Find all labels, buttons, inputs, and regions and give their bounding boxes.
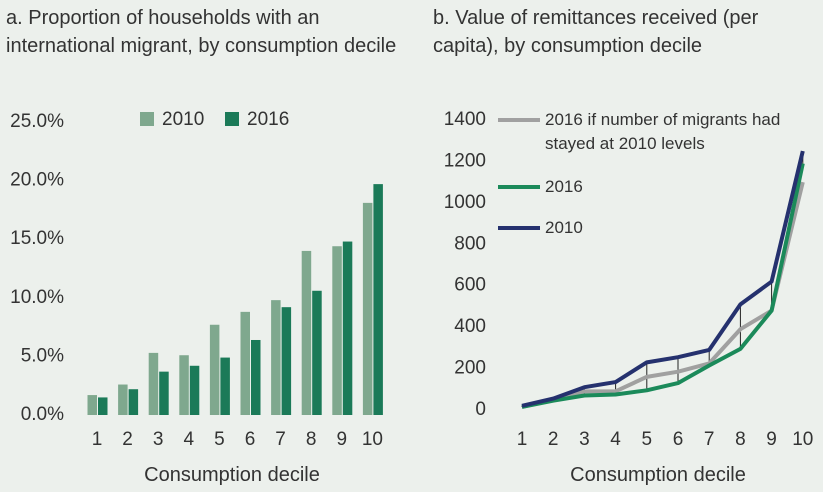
x-tick-label: 9	[337, 429, 348, 450]
bar	[128, 389, 139, 415]
bar	[179, 355, 189, 415]
x-tick-label: 1	[517, 429, 528, 450]
bar	[362, 202, 373, 415]
y-tick-label: 1400	[444, 109, 486, 130]
x-axis-title: Consumption decile	[570, 464, 746, 486]
bar	[220, 357, 230, 415]
bar	[189, 365, 200, 415]
bar	[301, 250, 312, 415]
x-tick-label: 4	[610, 429, 621, 450]
y-tick-label: 400	[454, 316, 486, 337]
x-tick-label: 10	[792, 429, 813, 450]
legend-label: 2016	[545, 177, 583, 196]
x-tick-label: 6	[245, 429, 256, 450]
bar	[271, 300, 281, 415]
x-axis-title: Consumption decile	[144, 464, 320, 486]
line-series	[521, 163, 805, 409]
bar	[159, 371, 169, 415]
bar	[209, 324, 220, 415]
y-tick-label: 10.0%	[10, 287, 64, 308]
y-tick-label: 15.0%	[10, 228, 64, 249]
x-tick-label: 3	[579, 429, 590, 450]
x-tick-label: 9	[766, 429, 777, 450]
x-tick-label: 1	[92, 429, 103, 450]
y-tick-label: 600	[454, 275, 486, 296]
bar	[118, 384, 128, 415]
bar	[98, 397, 108, 415]
bar	[312, 290, 322, 415]
y-tick-label: 800	[454, 233, 486, 254]
bar	[373, 184, 383, 415]
y-tick-label: 1200	[444, 150, 486, 171]
chart-title: a. Proportion of households with an inte…	[6, 7, 397, 57]
y-tick-label: 0	[475, 399, 486, 420]
legend-label: 2010	[545, 218, 583, 237]
y-tick-label: 20.0%	[10, 170, 64, 191]
x-tick-label: 6	[673, 429, 684, 450]
legend-label: 2016	[247, 109, 289, 130]
x-tick-label: 8	[735, 429, 746, 450]
chart-title: b. Value of remittances received (per ca…	[433, 7, 759, 57]
x-tick-label: 4	[184, 429, 195, 450]
x-tick-label: 2	[122, 429, 133, 450]
y-tick-label: 0.0%	[21, 404, 64, 425]
bar	[87, 395, 97, 415]
line-series	[521, 150, 805, 408]
legend-label: 2010	[162, 109, 204, 130]
legend-swatch	[140, 112, 154, 126]
y-tick-label: 200	[454, 358, 486, 379]
line-series	[521, 181, 805, 409]
x-tick-label: 2	[548, 429, 559, 450]
x-tick-label: 3	[153, 429, 164, 450]
y-tick-label: 1000	[444, 192, 486, 213]
y-tick-label: 5.0%	[21, 345, 64, 366]
bar	[342, 241, 353, 415]
x-tick-label: 5	[214, 429, 225, 450]
legend-label: 2016 if number of migrants had stayed at…	[545, 110, 781, 153]
bar	[281, 307, 292, 415]
bar	[148, 352, 159, 415]
bar	[332, 246, 342, 415]
y-tick-label: 25.0%	[10, 111, 64, 132]
legend-swatch	[225, 112, 239, 126]
x-tick-label: 10	[362, 429, 383, 450]
x-tick-label: 5	[642, 429, 653, 450]
bar	[251, 339, 261, 415]
x-tick-label: 7	[275, 429, 286, 450]
x-tick-label: 8	[306, 429, 317, 450]
bar	[240, 311, 250, 415]
x-tick-label: 7	[704, 429, 715, 450]
